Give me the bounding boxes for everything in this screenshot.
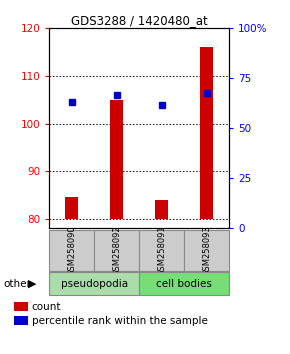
Bar xyxy=(139,230,184,271)
Bar xyxy=(49,272,139,295)
Text: GSM258093: GSM258093 xyxy=(202,225,211,276)
Text: GDS3288 / 1420480_at: GDS3288 / 1420480_at xyxy=(71,14,208,27)
Bar xyxy=(94,230,139,271)
Text: other: other xyxy=(3,279,31,289)
Text: cell bodies: cell bodies xyxy=(156,279,212,289)
Bar xyxy=(110,100,123,219)
Text: GSM258090: GSM258090 xyxy=(67,225,76,276)
Text: percentile rank within the sample: percentile rank within the sample xyxy=(32,316,207,326)
Bar xyxy=(184,230,229,271)
Bar xyxy=(66,198,78,219)
Bar xyxy=(14,316,28,325)
Bar xyxy=(139,272,229,295)
Bar xyxy=(14,302,28,311)
Bar xyxy=(200,47,213,219)
Text: GSM258091: GSM258091 xyxy=(157,225,166,276)
Text: GSM258092: GSM258092 xyxy=(112,225,121,276)
Text: count: count xyxy=(32,302,61,312)
Bar xyxy=(49,230,94,271)
Text: pseudopodia: pseudopodia xyxy=(61,279,128,289)
Bar xyxy=(155,200,168,219)
Text: ▶: ▶ xyxy=(28,279,36,289)
